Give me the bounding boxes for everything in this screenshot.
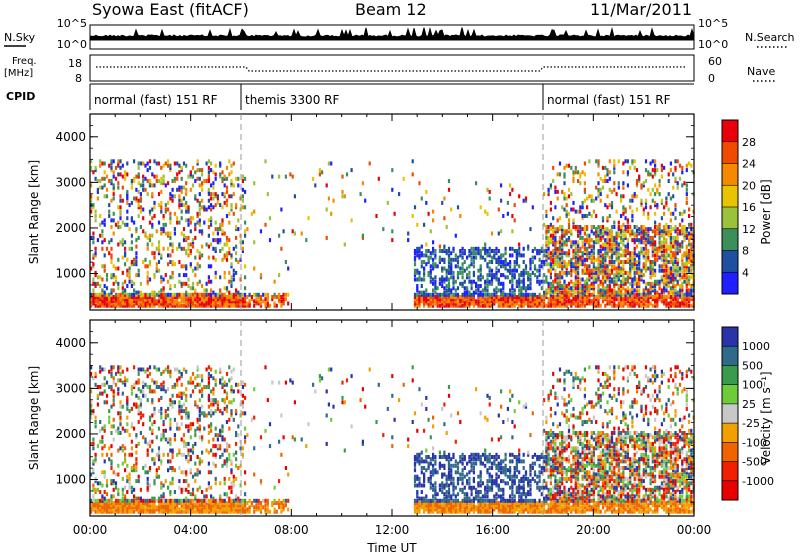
noise-trace [89, 26, 695, 41]
ytick-label: 4000 [55, 336, 86, 350]
colorbar-swatch [722, 423, 738, 443]
nave-trace [96, 66, 687, 72]
colorbar-tick-label: 1000 [742, 340, 770, 353]
nsearch-label: N.Search [745, 31, 795, 44]
colorbar-swatch [722, 163, 738, 186]
colorbar-swatch [722, 250, 738, 273]
colorbar-tick-label: 4 [742, 266, 749, 279]
xaxis-label: Time UT [366, 541, 417, 554]
colorbar-swatch [722, 141, 738, 164]
colorbar-tick-label: 8 [742, 245, 749, 258]
cpid-segment-label: themis 3300 RF [245, 93, 339, 107]
xtick-label: 08:00 [274, 523, 309, 537]
cpid-label: CPID [6, 90, 35, 103]
freq-unit-label: [MHz] [4, 68, 33, 79]
cpid-segment-label: normal (fast) 151 RF [547, 93, 671, 107]
velocity-colorbar-label: Velocity [m s⁻¹] [759, 371, 773, 464]
colorbar-tick-label: -1000 [742, 475, 774, 488]
power-panel [89, 113, 695, 311]
colorbar-swatch [722, 185, 738, 208]
colorbar-tick-label: 100 [742, 379, 763, 392]
colorbar-tick-label: 500 [742, 359, 763, 372]
velocity-ylabel: Slant Range [km] [27, 366, 41, 470]
colorbar-swatch [722, 442, 738, 463]
velocity-scatter [90, 365, 695, 514]
colorbar-tick-label: -100 [742, 436, 767, 449]
colorbar-tick-label: -500 [742, 456, 767, 469]
velocity-colorbar: 1000 500 100 25 -25 -100 -500 -1000 [721, 326, 774, 501]
colorbar-tick-label: -25 [742, 417, 760, 430]
beam-title: Beam 12 [355, 0, 427, 19]
colorbar-tick-label: 25 [742, 398, 756, 411]
nsky-label: N.Sky [4, 31, 36, 44]
axes: 1000 2000 3000 4000 1000 2000 3000 4000 00:00 04:… [55, 114, 711, 537]
freq-strip: 18 8 60 0 Freq. [MHz] Nave [4, 54, 775, 85]
colorbar-swatch [722, 480, 738, 501]
ytick-label: 4000 [55, 130, 86, 144]
noise-strip: 10^5 10^0 10^5 10^0 N.Sky N.Search [4, 17, 795, 51]
freq-tick-top: 18 [68, 57, 82, 70]
cpid-segment-label: normal (fast) 151 RF [94, 93, 218, 107]
colorbar-swatch [722, 327, 738, 347]
cpid-strip: CPID normal (fast) 151 RF themis 3300 RF n… [6, 83, 694, 110]
ytick-label: 1000 [55, 473, 86, 487]
power-scatter [90, 159, 695, 308]
noise-tick-right-top: 10^5 [698, 17, 728, 30]
nave-tick-bottom: 0 [708, 72, 715, 85]
colorbar-swatch [722, 403, 738, 424]
power-ylabel: Slant Range [km] [27, 160, 41, 264]
noise-tick-right-bottom: 10^0 [698, 38, 728, 51]
colorbar-swatch [722, 228, 738, 251]
colorbar-swatch [722, 461, 738, 482]
colorbar-swatch [722, 384, 738, 405]
colorbar-tick-label: 28 [742, 136, 756, 149]
nave-label: Nave [747, 65, 775, 78]
colorbar-tick-label: 16 [742, 201, 756, 214]
power-colorbar-label: Power [dB] [759, 179, 773, 244]
ytick-label: 3000 [55, 175, 86, 189]
ytick-label: 2000 [55, 427, 86, 441]
freq-tick-bottom: 8 [75, 72, 82, 85]
noise-tick-left-bottom: 10^0 [57, 38, 87, 51]
colorbar-tick-label: 12 [742, 223, 756, 236]
xtick-label: 04:00 [173, 523, 208, 537]
xtick-label: 20:00 [576, 523, 611, 537]
ytick-label: 2000 [55, 221, 86, 235]
colorbar-swatch [722, 207, 738, 230]
xtick-label: 00:00 [677, 523, 712, 537]
freq-label: Freq. [12, 56, 37, 67]
colorbar-swatch [722, 272, 738, 295]
colorbar-swatch [722, 120, 738, 143]
noise-tick-left-top: 10^5 [57, 17, 87, 30]
station-title: Syowa East (fitACF) [92, 0, 249, 19]
xtick-label: 16:00 [475, 523, 510, 537]
colorbar-tick-label: 20 [742, 179, 756, 192]
nave-tick-top: 60 [708, 55, 722, 68]
xtick-label: 00:00 [73, 523, 108, 537]
ytick-label: 3000 [55, 381, 86, 395]
colorbar-swatch [722, 346, 738, 366]
date-title: 11/Mar/2011 [590, 0, 692, 19]
ytick-label: 1000 [55, 267, 86, 281]
velocity-panel [89, 319, 695, 517]
colorbar-swatch [722, 365, 738, 386]
colorbar-tick-label: 24 [742, 158, 756, 171]
xtick-label: 12:00 [375, 523, 410, 537]
power-colorbar: 28 24 20 16 12 8 4 [721, 119, 756, 295]
